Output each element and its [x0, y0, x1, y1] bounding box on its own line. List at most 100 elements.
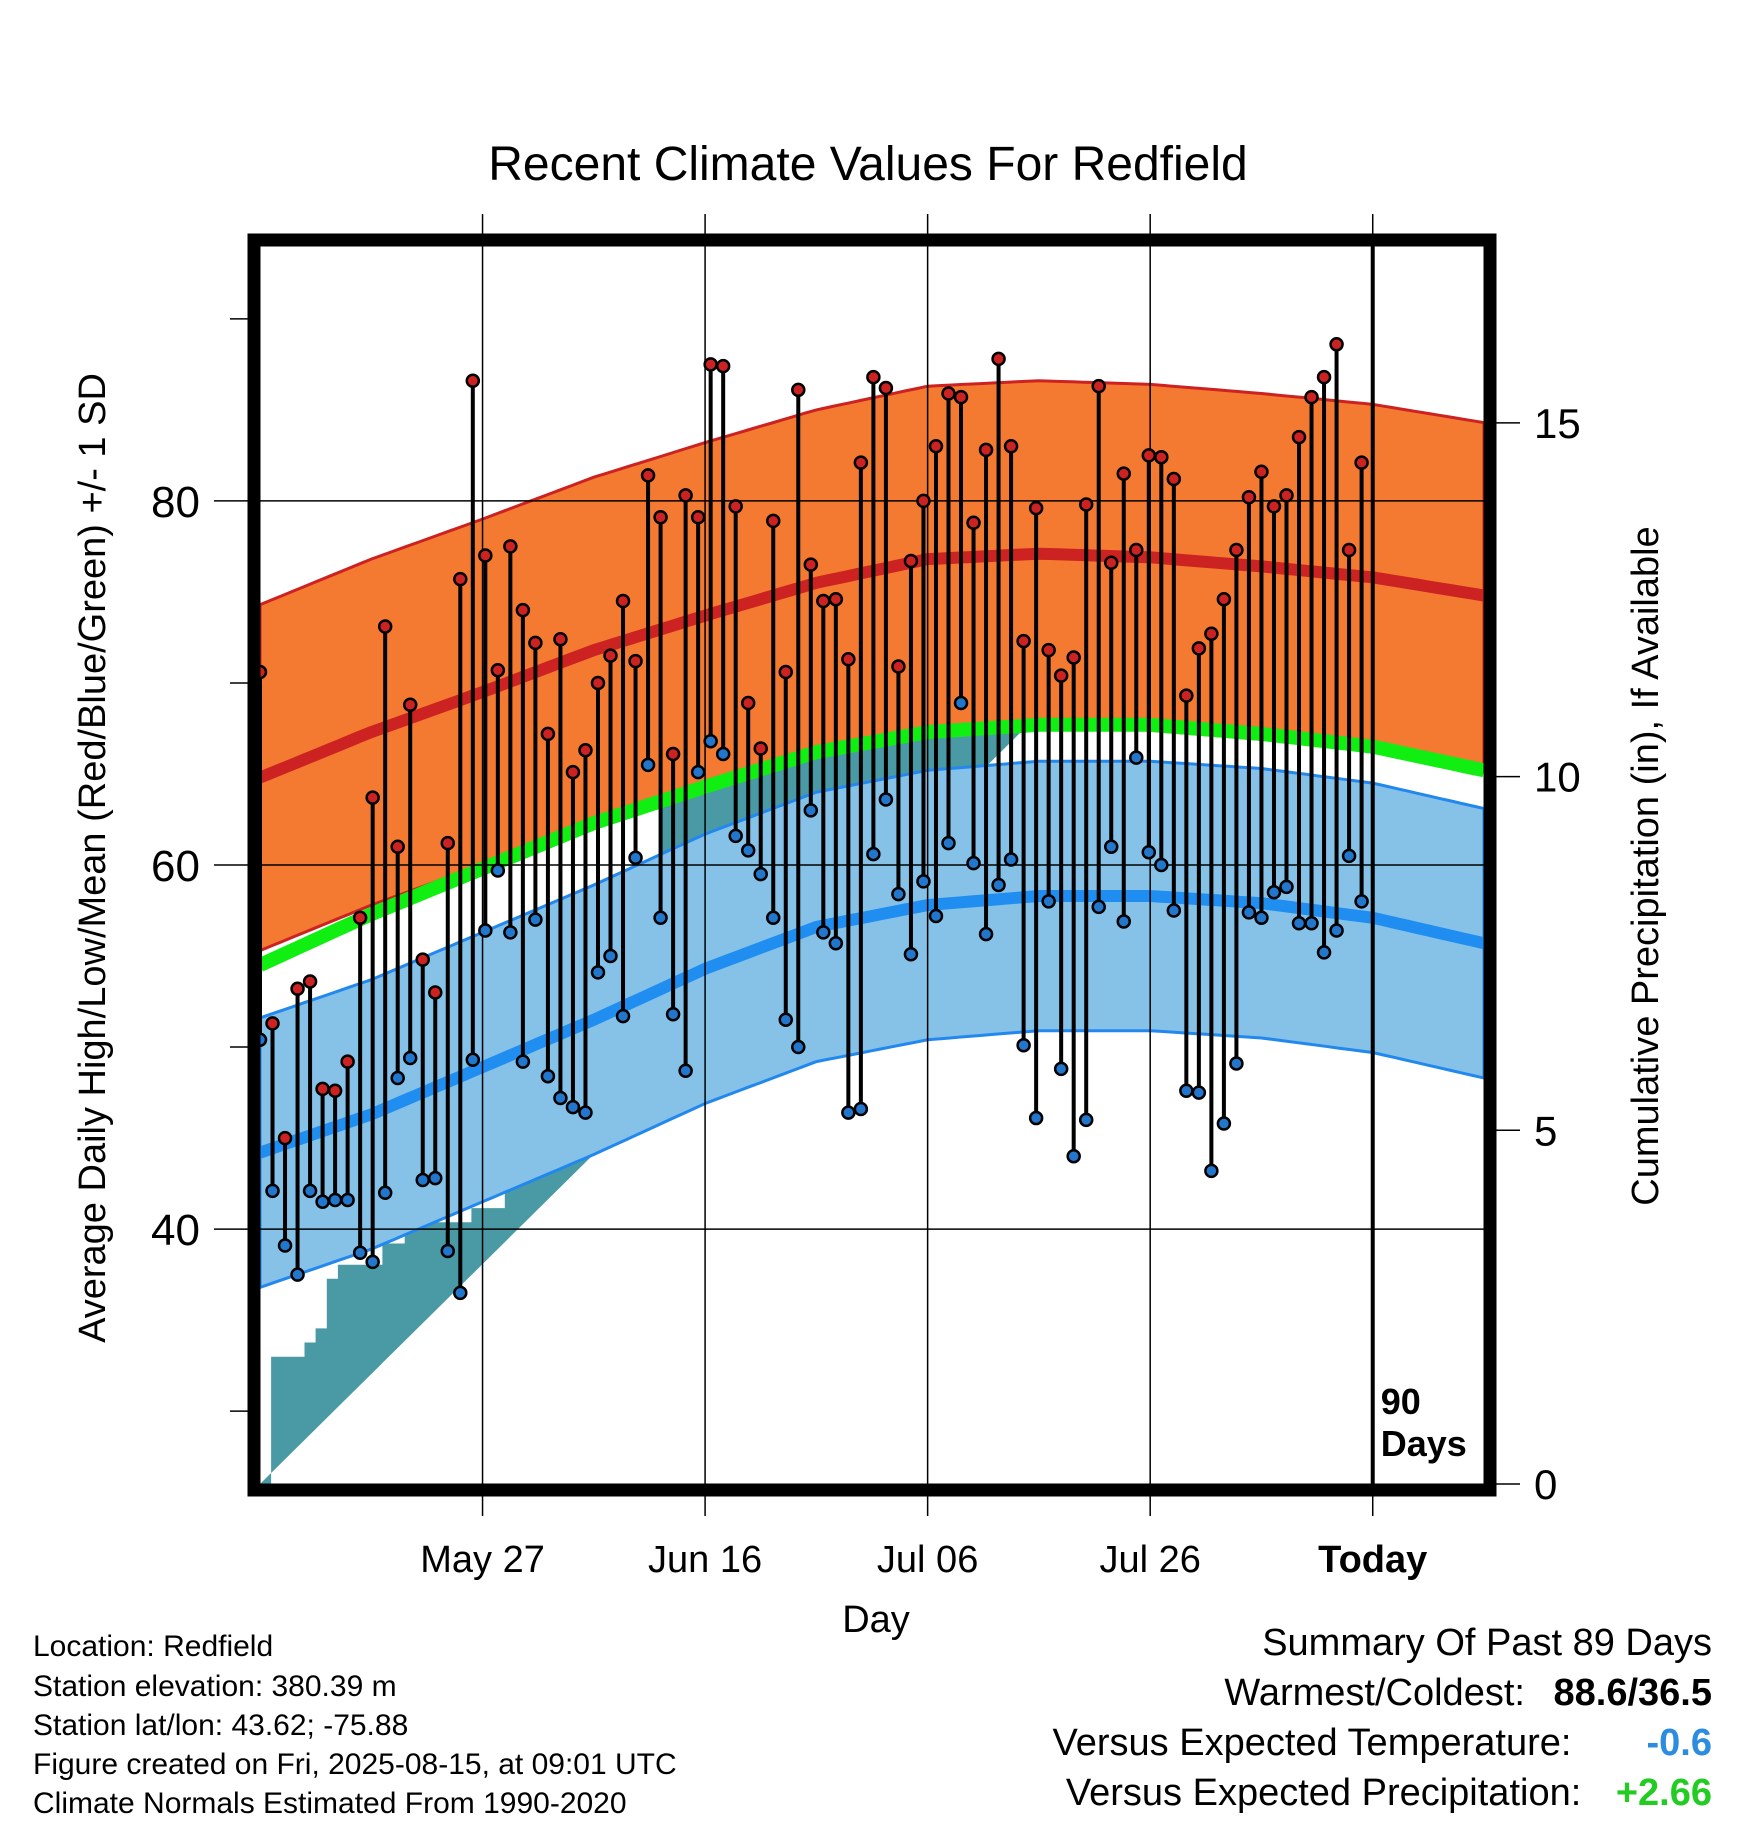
low-point	[1141, 845, 1157, 860]
low-point	[565, 1099, 581, 1115]
low-point	[265, 1183, 280, 1199]
high-point	[953, 389, 969, 405]
low-point	[1028, 1110, 1044, 1126]
low-point	[1216, 1116, 1232, 1131]
low-point	[1078, 1112, 1094, 1128]
high-point	[1241, 489, 1257, 505]
low-point	[665, 1007, 681, 1022]
low-point	[891, 886, 906, 902]
high-point	[265, 1016, 280, 1031]
high-point	[653, 510, 668, 525]
low-point	[315, 1194, 330, 1210]
y-tick-label: 60	[151, 842, 200, 891]
low-point	[402, 1050, 418, 1066]
low-point	[1254, 910, 1269, 926]
low-point	[653, 910, 668, 926]
high-point	[665, 746, 681, 762]
low-point	[690, 764, 706, 780]
high-point	[565, 764, 581, 780]
low-point	[1129, 750, 1144, 765]
low-point	[1091, 899, 1106, 915]
low-point	[878, 792, 894, 807]
high-point	[1291, 429, 1307, 445]
summary-warmest-label: Warmest/Coldest:	[1224, 1672, 1525, 1714]
summary-title: Summary Of Past 89 Days	[1262, 1622, 1712, 1664]
high-point	[302, 974, 318, 989]
x-tick-label: Jun 16	[648, 1539, 762, 1581]
plot-frame	[247, 233, 1497, 1497]
low-point	[991, 877, 1006, 893]
high-point	[578, 743, 593, 758]
high-point	[1003, 439, 1019, 454]
low-point	[440, 1243, 456, 1259]
high-point	[440, 835, 456, 851]
summary-temp-row: Versus Expected Temperature: -0.6	[1053, 1722, 1712, 1765]
low-point	[765, 910, 781, 926]
high-point	[753, 741, 768, 756]
low-point	[1266, 885, 1282, 900]
high-point	[878, 380, 894, 396]
summary-temp-value: -0.6	[1646, 1722, 1712, 1764]
y-axis-label: Average Daily High/Low/Mean (Red/Blue/Gr…	[72, 373, 114, 1343]
high-point	[728, 499, 743, 514]
low-point	[290, 1267, 305, 1282]
x-tick-label: Jul 26	[1099, 1539, 1200, 1581]
high-point	[352, 910, 368, 926]
low-point	[866, 846, 881, 862]
high-point	[640, 468, 656, 483]
today-days-label: Days	[1381, 1423, 1467, 1464]
high-point	[402, 697, 418, 713]
y2-tick-label: 5	[1534, 1107, 1557, 1154]
high-point	[315, 1081, 330, 1097]
low-point	[978, 926, 994, 942]
low-point	[415, 1172, 430, 1188]
high-point	[327, 1083, 343, 1099]
high-point	[340, 1054, 355, 1069]
low-point	[615, 1008, 631, 1024]
high-point	[628, 653, 643, 669]
high-point	[503, 539, 518, 554]
high-point	[928, 439, 944, 454]
low-point	[941, 835, 956, 851]
low-point	[1179, 1083, 1194, 1099]
high-point	[678, 488, 693, 503]
high-point	[1041, 642, 1056, 658]
low-point	[465, 1052, 481, 1068]
high-point	[1316, 369, 1332, 385]
low-point	[1066, 1149, 1081, 1164]
low-point	[352, 1245, 368, 1261]
high-point	[528, 635, 543, 651]
high-point	[1204, 626, 1219, 642]
low-point	[803, 803, 819, 818]
high-point	[1279, 488, 1294, 503]
high-point	[277, 1130, 293, 1146]
low-point	[953, 695, 969, 711]
info-location: Location: Redfield	[33, 1630, 274, 1663]
high-point	[1154, 449, 1169, 465]
low-point	[753, 866, 768, 882]
y2-tick-label: 0	[1534, 1461, 1557, 1508]
high-point	[978, 442, 994, 458]
summary-precip-value: +2.66	[1615, 1772, 1712, 1814]
low-point	[1041, 894, 1056, 909]
low-point	[515, 1054, 531, 1069]
info-normals: Climate Normals Estimated From 1990-2020	[33, 1787, 627, 1820]
low-point	[340, 1192, 355, 1208]
high-point	[415, 952, 430, 967]
x-axis-label: Day	[842, 1599, 910, 1641]
high-point	[1103, 555, 1119, 571]
low-point	[1116, 914, 1132, 929]
low-point	[1166, 903, 1182, 918]
high-point	[1016, 633, 1031, 649]
high-point	[1116, 466, 1132, 481]
high-point	[991, 351, 1006, 367]
low-point	[1329, 923, 1344, 938]
low-point	[1204, 1163, 1219, 1179]
chart-title: Recent Climate Values For Redfield	[488, 138, 1247, 191]
low-point	[853, 1101, 869, 1117]
low-point	[540, 1068, 556, 1084]
high-point	[703, 357, 718, 372]
low-point	[553, 1090, 568, 1106]
high-point	[690, 510, 706, 525]
low-point	[1154, 857, 1169, 873]
